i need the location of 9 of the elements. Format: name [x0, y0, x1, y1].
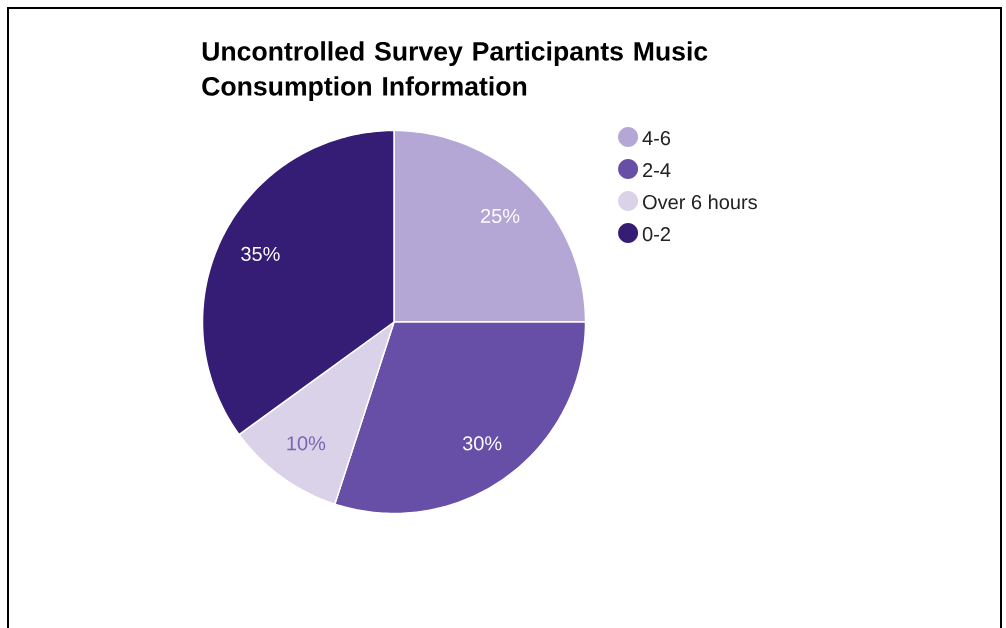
chart-title: Uncontrolled Survey Participants Music Consumption Information [202, 41, 708, 101]
legend-label: 2-4 [643, 163, 671, 178]
data-label: 35% [241, 246, 280, 262]
data-label: 30% [462, 436, 502, 451]
legend-label: 0-2 [642, 227, 670, 242]
data-label: 10% [287, 436, 326, 451]
legend-label: Over 6 hours [643, 194, 757, 210]
data-label: 25% [481, 208, 520, 224]
legend-label: 4-6 [642, 131, 671, 146]
